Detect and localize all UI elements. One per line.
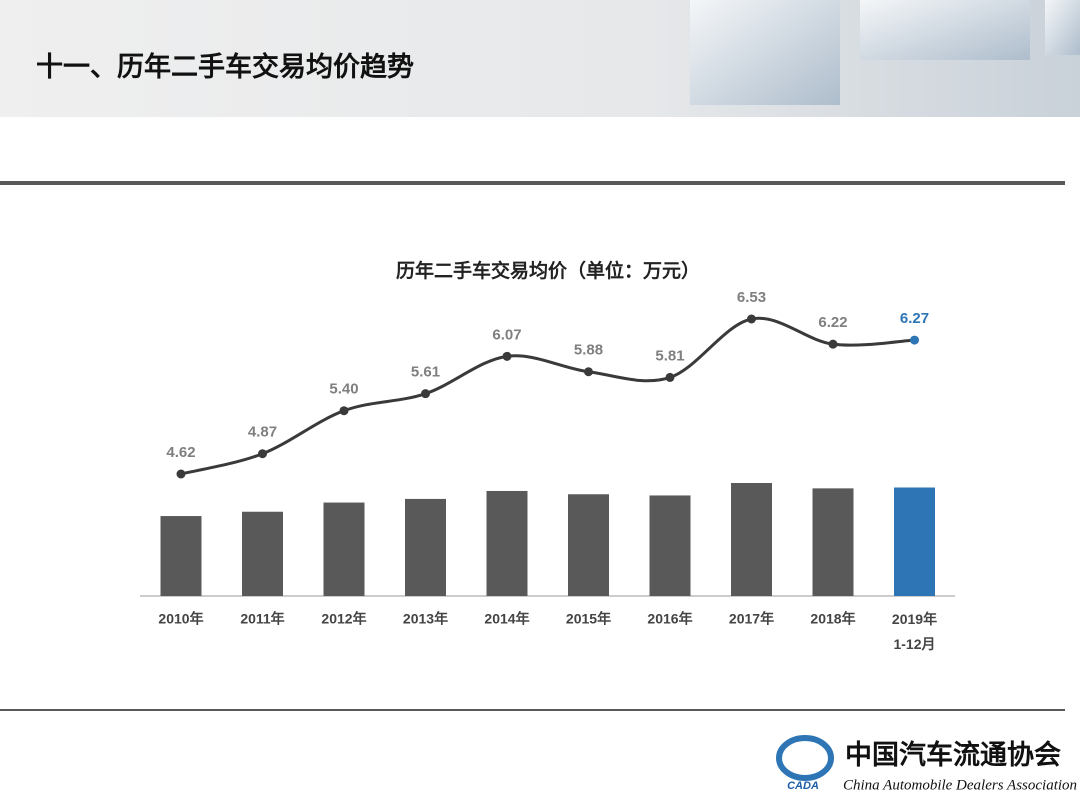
bar bbox=[405, 498, 446, 596]
divider bbox=[0, 181, 1065, 185]
point bbox=[339, 406, 349, 416]
point bbox=[747, 314, 756, 324]
slide-title: 十一、历年二手车交易均价趋势 bbox=[36, 51, 414, 82]
divider bbox=[0, 709, 1065, 711]
logo: CADA 中国汽车流通协会 China Automobile Dealers A… bbox=[776, 735, 1077, 793]
chart: 2010年 2011年 2012年 2013年 2014年 2015年 2016年 2017年… bbox=[140, 289, 955, 652]
bar bbox=[486, 490, 528, 596]
point bbox=[584, 367, 593, 377]
x-tick-label: 2016年 bbox=[647, 611, 692, 627]
bar bbox=[649, 495, 691, 596]
point bbox=[502, 351, 512, 361]
bar bbox=[160, 516, 202, 596]
x-tick-label: 2010年 bbox=[158, 611, 203, 627]
bar bbox=[812, 488, 854, 596]
data-label: 5.81 bbox=[655, 347, 684, 364]
logo-mark: CADA bbox=[787, 780, 819, 792]
x-tick-label: 2015年 bbox=[566, 611, 611, 627]
logo-cn: 中国汽车流通协会 bbox=[845, 739, 1061, 770]
data-label: 6.22 bbox=[818, 314, 847, 331]
point bbox=[910, 335, 919, 345]
trend-line bbox=[180, 316, 915, 476]
header-decoration bbox=[860, 0, 1030, 60]
data-label: 6.07 bbox=[492, 326, 521, 343]
data-label: 6.27 bbox=[900, 310, 929, 327]
data-label: 4.87 bbox=[248, 424, 277, 441]
bar bbox=[894, 487, 935, 596]
logo-en: China Automobile Dealers Association bbox=[843, 777, 1077, 793]
header-decoration bbox=[1045, 0, 1080, 55]
point bbox=[665, 372, 675, 382]
bar bbox=[323, 502, 365, 596]
header-decoration bbox=[690, 0, 840, 105]
x-tick-label: 2013年 bbox=[403, 611, 448, 627]
data-label: 5.61 bbox=[411, 364, 440, 381]
point bbox=[176, 469, 186, 479]
logo-ring bbox=[776, 735, 834, 781]
bar bbox=[731, 483, 772, 596]
data-label: 5.88 bbox=[574, 342, 603, 359]
point bbox=[828, 339, 838, 349]
point bbox=[421, 389, 430, 399]
bar bbox=[568, 494, 609, 596]
bar bbox=[242, 511, 283, 596]
x-tick-label: 2014年 bbox=[484, 611, 529, 627]
x-tick-label: 2012年 bbox=[321, 611, 366, 627]
point bbox=[258, 449, 267, 459]
data-label: 4.62 bbox=[166, 444, 195, 461]
x-tick-label: 2011年 bbox=[240, 611, 284, 627]
data-label: 5.40 bbox=[329, 381, 358, 398]
x-tick-label: 2019年 1-12月 bbox=[892, 611, 937, 652]
x-tick-label: 2017年 bbox=[729, 611, 774, 627]
data-label: 6.53 bbox=[737, 289, 766, 306]
chart-title: 历年二手车交易均价（单位：万元） bbox=[396, 259, 700, 282]
x-tick-label: 2018年 bbox=[810, 611, 855, 627]
